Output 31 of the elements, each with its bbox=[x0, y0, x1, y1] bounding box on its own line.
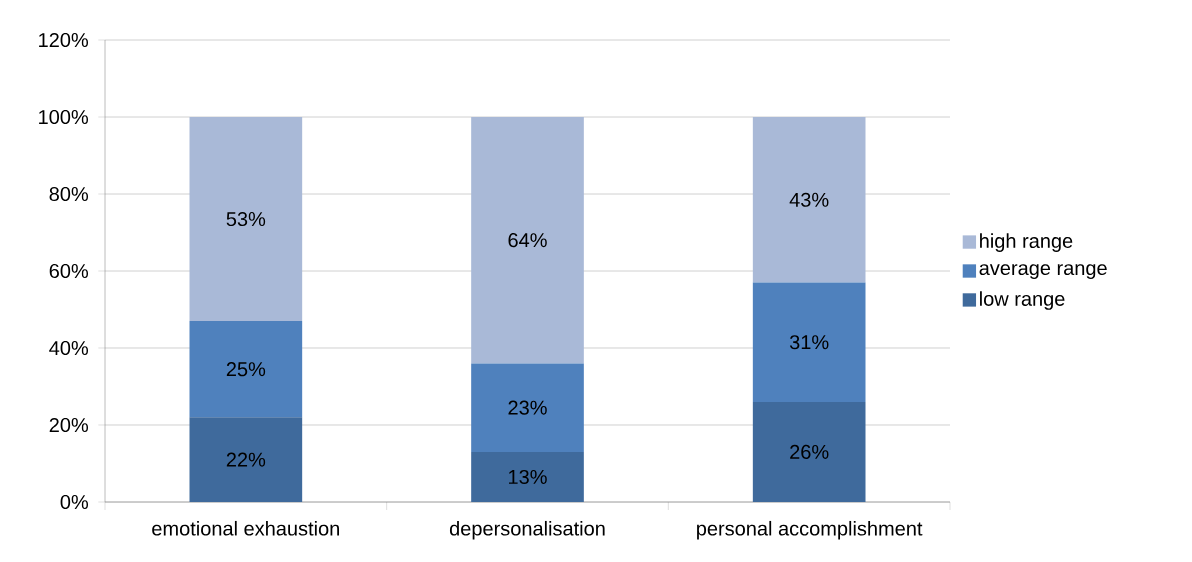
legend-label: low range bbox=[980, 291, 1065, 310]
bar bbox=[189, 117, 303, 322]
x-tick-label: personal accomplishment bbox=[697, 520, 923, 540]
bar bbox=[752, 117, 866, 283]
x-tick-label: depersonalisation bbox=[449, 520, 605, 540]
bar bbox=[471, 363, 584, 452]
y-tick-label: 80% bbox=[49, 186, 89, 202]
data-label: 22% bbox=[226, 452, 266, 467]
y-tick-label: 0% bbox=[60, 494, 89, 510]
bar bbox=[752, 282, 866, 402]
y-tick-label: 100% bbox=[39, 109, 89, 125]
y-tick-label: 20% bbox=[49, 417, 89, 433]
legend-label: high range bbox=[980, 233, 1073, 252]
data-label: 23% bbox=[508, 400, 547, 415]
y-tick-label: 60% bbox=[49, 263, 89, 279]
y-tick-label: 40% bbox=[49, 340, 89, 356]
x-tick-label: emotional exhaustion bbox=[152, 520, 339, 536]
bar bbox=[189, 417, 303, 502]
bar bbox=[189, 321, 303, 418]
y-tick-label: 120% bbox=[39, 32, 89, 48]
data-label: 26% bbox=[790, 444, 829, 460]
bar bbox=[471, 451, 584, 502]
bar bbox=[752, 401, 866, 502]
data-label: 53% bbox=[226, 211, 266, 227]
data-label: 25% bbox=[226, 362, 266, 377]
data-label: 31% bbox=[789, 335, 829, 350]
bar bbox=[471, 117, 584, 364]
data-label: 64% bbox=[508, 233, 547, 248]
data-label: 13% bbox=[509, 469, 547, 485]
legend-label: average range bbox=[979, 264, 1107, 280]
data-label: 43% bbox=[789, 192, 829, 207]
